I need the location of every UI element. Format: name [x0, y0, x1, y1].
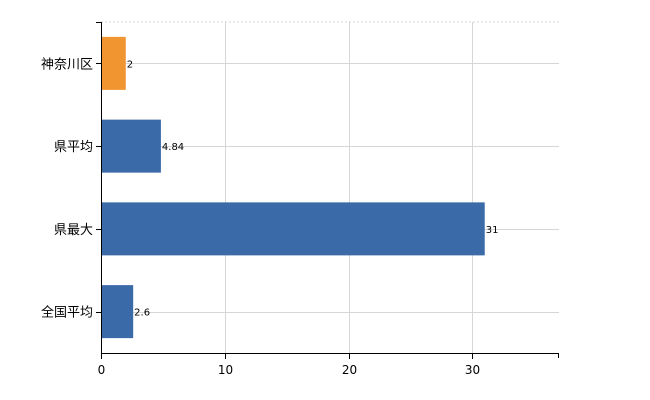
- grid: [101, 21, 559, 353]
- x-tick-label-2: 20: [342, 363, 357, 377]
- bar-3: [101, 285, 134, 339]
- bar-0: [101, 36, 126, 90]
- category-label-3: 全国平均: [41, 305, 93, 321]
- bars: [101, 36, 485, 339]
- axes: [96, 22, 559, 359]
- x-tick-label-3: 30: [465, 363, 480, 377]
- bar-2: [101, 202, 485, 256]
- value-label-3: 2.6: [134, 308, 150, 319]
- value-label-0: 2: [127, 59, 133, 70]
- value-label-1: 4.84: [162, 142, 184, 153]
- category-label-1: 県平均: [54, 140, 93, 155]
- labels: 2 神奈川区 4.84 県平均 31 県最大 2.6 全国平均 0 10 20 30: [41, 57, 498, 377]
- category-label-0: 神奈川区: [41, 57, 93, 72]
- value-label-2: 31: [486, 225, 499, 236]
- x-tick-label-0: 0: [98, 363, 106, 377]
- x-tick-label-1: 10: [218, 363, 233, 377]
- bar-1: [101, 119, 161, 173]
- category-label-2: 県最大: [54, 223, 93, 238]
